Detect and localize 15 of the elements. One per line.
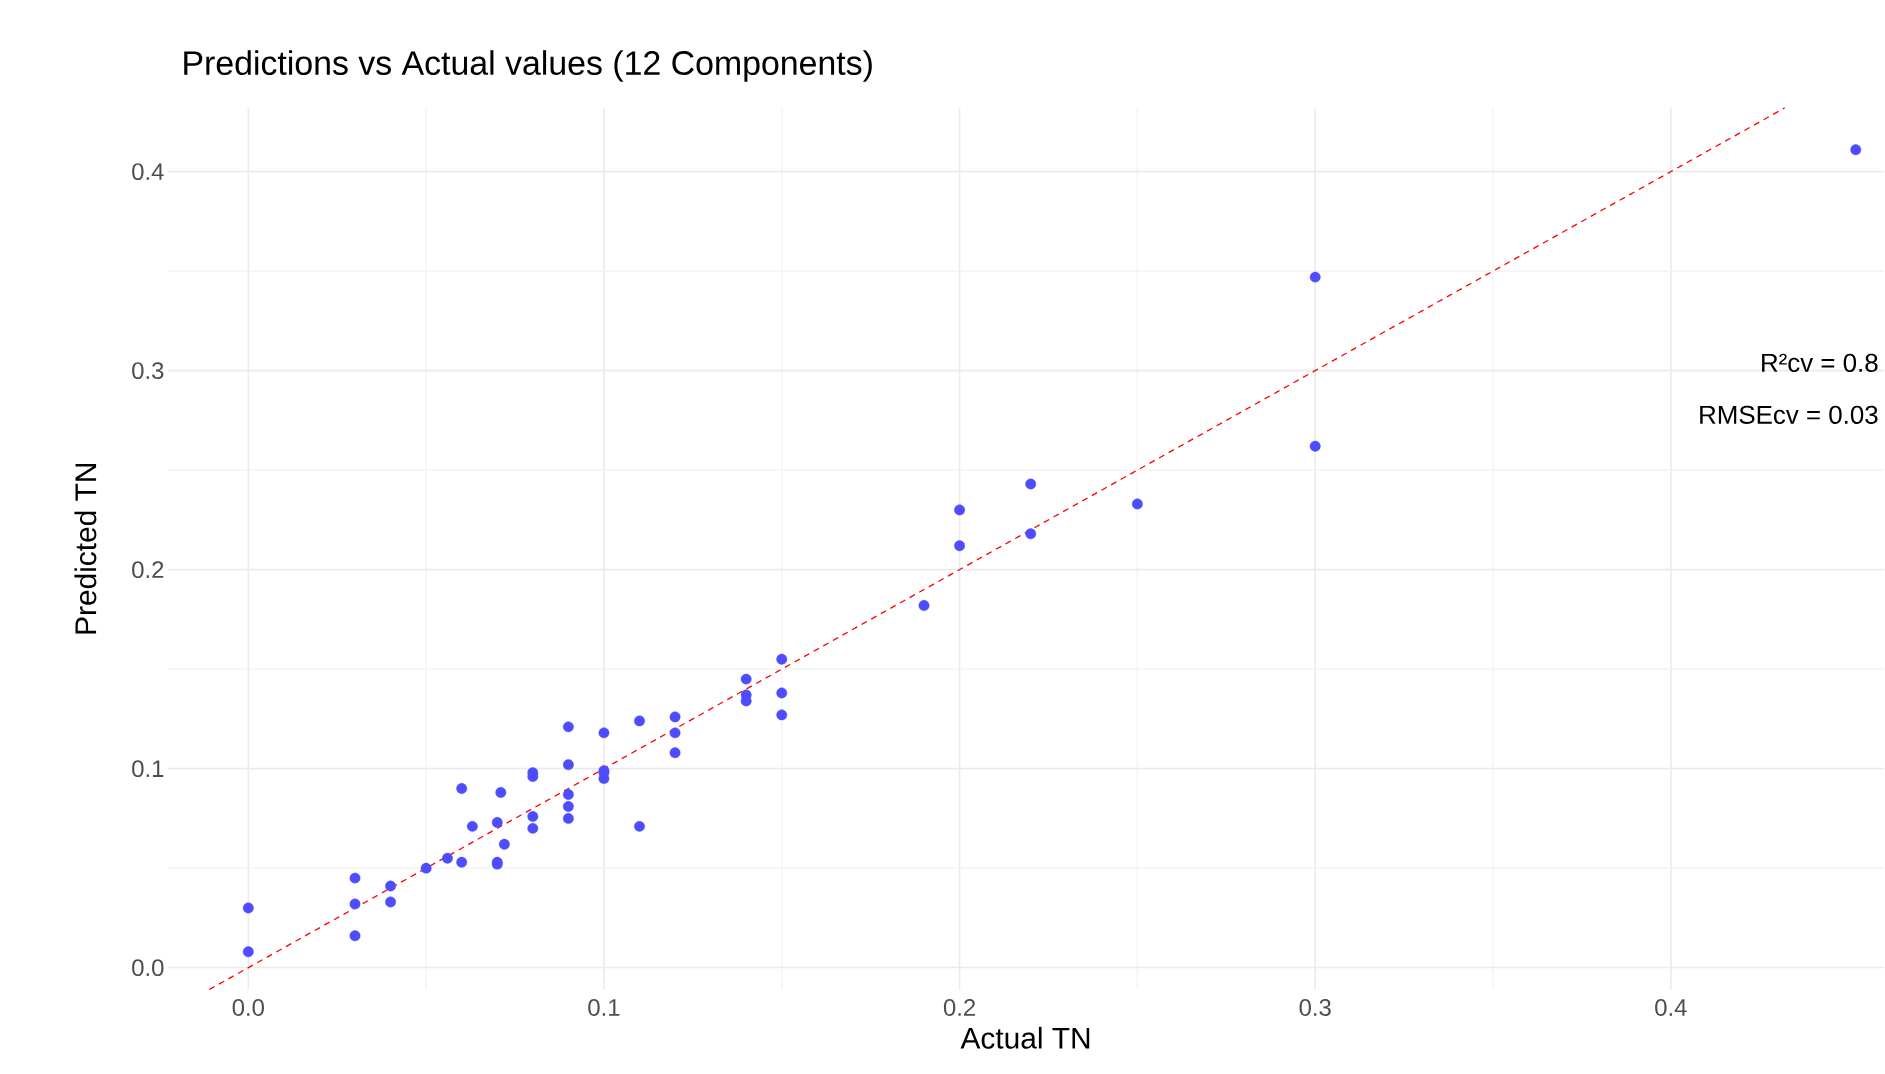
y-tick-label: 0.0	[132, 959, 164, 977]
x-tick-label: 0.0	[232, 999, 264, 1017]
chart-title: Predictions vs Actual values (12 Components)	[184, 50, 872, 82]
y-tick-label: 0.1	[132, 760, 164, 778]
y-axis-title: Predicted TN	[74, 464, 97, 634]
annotation: RMSEcv = 0.03	[1700, 405, 1878, 425]
x-axis-title: Actual TN	[960, 1027, 1090, 1049]
annotation: R²cv = 0.8	[1762, 353, 1878, 373]
x-tick-label: 0.1	[588, 999, 620, 1017]
x-tick-label: 0.3	[1299, 999, 1331, 1017]
x-tick-label: 0.2	[943, 999, 975, 1017]
x-tick-label: 0.4	[1655, 999, 1687, 1017]
y-tick-label: 0.3	[132, 362, 164, 380]
y-tick-label: 0.2	[132, 561, 164, 579]
y-tick-label: 0.4	[132, 163, 164, 181]
